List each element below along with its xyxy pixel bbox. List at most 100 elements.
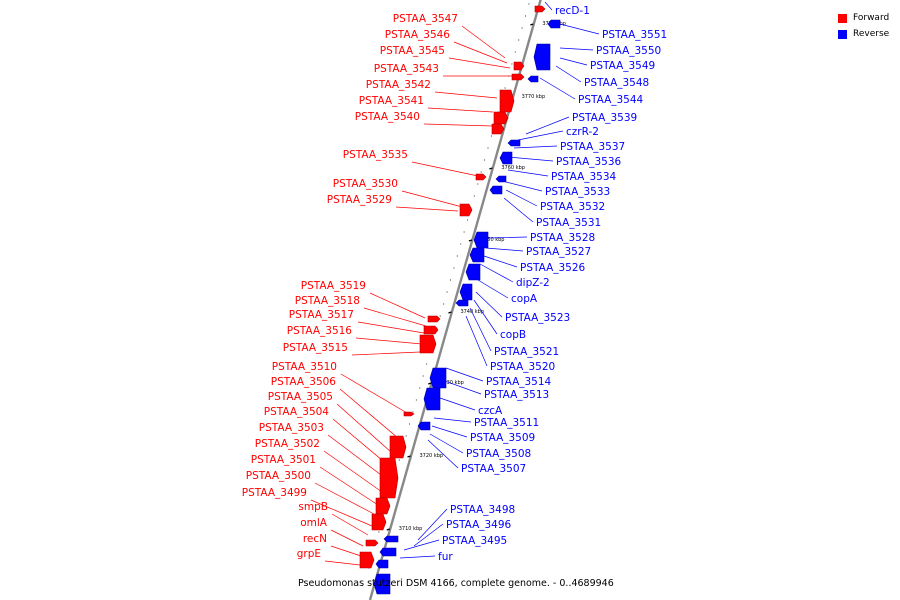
reverse-gene-box [373,573,391,595]
legend-reverse: Reverse [838,26,889,42]
reverse-gene-box [469,247,485,263]
forward-gene-box [513,61,525,71]
legend-reverse-label: Reverse [853,29,890,39]
forward-gene-label: smpB [298,501,328,513]
forward-gene-leader [355,337,423,345]
reverse-gene-leader [485,247,524,252]
reverse-gene-label: PSTAA_3507 [461,463,526,475]
reverse-gene-leader [433,417,472,423]
reverse-gene-label: czcA [478,405,503,417]
tick-label: 3770 kbp [522,94,546,100]
reverse-gene-label: PSTAA_3496 [446,519,512,531]
forward-gene-label: PSTAA_3529 [327,194,392,206]
forward-gene-leader [314,482,375,515]
forward-gene-label: recN [303,533,327,545]
forward-gene-box [427,315,441,323]
forward-gene-leader [461,25,506,59]
forward-gene-box [371,513,387,531]
reverse-gene-label: PSTAA_3521 [494,346,559,358]
forward-gene-leader [332,418,390,467]
forward-gene-label: PSTAA_3515 [283,342,348,354]
reverse-gene-leader [431,425,468,438]
reverse-gene-leader [505,189,538,207]
reverse-gene-label: PSTAA_3550 [596,45,661,57]
reverse-gene-leader [505,181,543,192]
reverse-gene-box [459,283,473,301]
legend-forward: Forward [838,10,889,26]
forward-gene-label: PSTAA_3503 [259,422,324,434]
reverse-gene-box [465,263,481,281]
forward-gene-box [359,551,375,569]
reverse-gene-leader [517,130,564,141]
forward-gene-label: PSTAA_3504 [264,406,330,418]
forward-gene-label: PSTAA_3519 [301,280,366,292]
reverse-gene-leader [503,197,534,223]
reverse-gene-box [423,387,441,411]
reverse-gene-label: PSTAA_3514 [486,376,552,388]
forward-gene-leader [401,190,467,209]
forward-gene-box [365,539,379,547]
legend: Forward Reverse [838,10,889,42]
reverse-gene-leader [559,57,588,66]
reverse-gene-leader [477,279,509,299]
reverse-gene-leader [483,255,518,268]
forward-gene-label: PSTAA_3543 [374,63,439,75]
forward-gene-leader [330,545,362,557]
reverse-gene-leader [525,116,570,135]
reverse-gene-label: PSTAA_3539 [572,112,637,124]
reverse-gene-label: PSTAA_3495 [442,535,507,547]
tick-mark [448,311,452,314]
reverse-gene-leader [475,291,503,318]
forward-gene-label: PSTAA_3506 [271,376,337,388]
reverse-gene-leader [487,236,528,239]
legend-forward-label: Forward [853,13,890,23]
forward-gene-box [493,111,509,125]
forward-gene-label: PSTAA_3547 [393,13,458,25]
reverse-gene-leader [399,555,436,559]
reverse-gene-label: czrR-2 [566,126,599,138]
reverse-gene-label: PSTAA_3531 [536,217,601,229]
reverse-gene-label: PSTAA_3498 [450,504,515,516]
forward-gene-label: PSTAA_3535 [343,149,408,161]
forward-gene-leader [327,434,386,479]
reverse-gene-box [379,547,397,557]
reverse-gene-box [375,559,389,569]
reverse-gene-label: PSTAA_3520 [490,361,555,373]
tick-mark [489,167,493,170]
forward-gene-label: PSTAA_3510 [272,361,337,373]
forward-gene-leader [423,123,494,127]
forward-gene-box [403,411,415,417]
reverse-gene-leader [403,539,440,551]
forward-gene-box [534,5,546,13]
forward-gene-box [419,334,437,354]
reverse-gene-label: PSTAA_3528 [530,232,595,244]
reverse-gene-box [489,185,503,195]
tick-mark [530,23,534,26]
forward-gene-label: PSTAA_3501 [251,454,316,466]
forward-gene-label: PSTAA_3530 [333,178,398,190]
reverse-gene-label: PSTAA_3508 [466,448,531,460]
reverse-gene-label: PSTAA_3513 [484,389,549,401]
forward-gene-box [511,73,525,81]
reverse-gene-leader [507,169,549,177]
forward-gene-box [491,123,505,135]
forward-gene-leader [427,107,494,113]
forward-gene-leader [323,450,383,493]
tick-label: 3750 kbp [481,237,505,243]
forward-gene-leader [330,529,364,547]
reverse-gene-label: PSTAA_3511 [474,417,539,429]
reverse-gene-box [507,139,521,147]
tick-label: 3710 kbp [399,526,423,532]
forward-gene-leader [336,403,392,453]
tick-label: 3760 kbp [501,165,525,171]
forward-gene-label: PSTAA_3517 [289,309,354,321]
reverse-gene-box [547,19,561,29]
reverse-gene-leader [439,397,476,411]
reverse-gene-label: PSTAA_3544 [578,94,644,106]
reverse-gene-leader [473,299,498,335]
forward-gene-label: PSTAA_3502 [255,438,320,450]
forward-gene-leader [351,351,421,356]
reverse-gene-box [495,175,507,183]
tick-mark [468,239,473,242]
forward-gene-box [379,457,399,499]
